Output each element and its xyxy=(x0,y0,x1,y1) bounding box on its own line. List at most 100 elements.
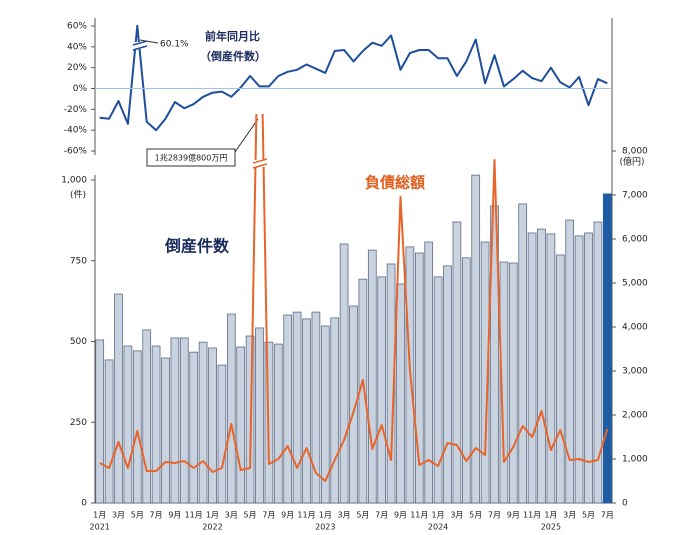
y2-tick-label: 6,000 xyxy=(622,235,648,245)
x-tick-label: 7月 xyxy=(601,511,614,520)
x-tick-label: 9月 xyxy=(507,511,520,520)
bar xyxy=(424,241,434,504)
bar-series-label: 倒産件数 xyxy=(164,237,230,256)
y-tick-label: 0 xyxy=(81,499,87,509)
x-tick-label: 7月 xyxy=(262,511,275,520)
x-tick-label: 7月 xyxy=(488,511,501,520)
bar xyxy=(602,193,612,504)
year-label: 2023 xyxy=(315,523,335,532)
x-tick-label: 11月 xyxy=(410,511,428,520)
bar xyxy=(311,311,321,504)
bar xyxy=(179,337,189,504)
y-tick-label: 40% xyxy=(67,42,87,52)
bar xyxy=(142,329,152,504)
x-tick-label: 7月 xyxy=(150,511,163,520)
y2-tick-label: 1,000 xyxy=(622,455,648,465)
bar xyxy=(255,327,264,504)
y2-unit: (億円) xyxy=(619,156,644,168)
y2-tick-label: 2,000 xyxy=(622,411,648,421)
year-label: 2021 xyxy=(90,523,110,532)
top-subtitle: （倒産件数） xyxy=(200,49,266,63)
x-tick-label: 5月 xyxy=(469,511,482,520)
y-tick-label: 750 xyxy=(70,256,87,266)
bar xyxy=(367,249,377,504)
y2-tick-label: 7,000 xyxy=(622,191,648,201)
x-tick-label: 1月 xyxy=(206,511,219,520)
x-tick-label: 3月 xyxy=(563,511,576,520)
bar xyxy=(565,219,575,504)
x-tick-label: 11月 xyxy=(185,511,203,520)
value-label: 60.1% xyxy=(160,40,189,50)
x-tick-label: 3月 xyxy=(450,511,463,520)
bar xyxy=(283,314,293,504)
y2-tick-label: 4,000 xyxy=(622,323,648,333)
bar xyxy=(452,221,462,504)
y2-tick-label: 0 xyxy=(622,499,628,509)
bar xyxy=(95,339,105,504)
x-tick-label: 3月 xyxy=(112,511,125,520)
line-series xyxy=(99,114,609,482)
bar xyxy=(499,261,509,504)
bar xyxy=(537,228,546,504)
x-tick-label: 9月 xyxy=(394,511,407,520)
bar xyxy=(527,232,537,504)
x-tick-label: 3月 xyxy=(338,511,351,520)
y2-tick-label: 5,000 xyxy=(622,279,648,289)
bar xyxy=(349,305,358,504)
bar xyxy=(386,263,396,504)
x-tick-label: 11月 xyxy=(297,511,315,520)
bar xyxy=(114,293,123,504)
x-tick-label: 1月 xyxy=(93,511,106,520)
bar xyxy=(443,265,452,504)
x-tick-label: 5月 xyxy=(244,511,257,520)
bar xyxy=(320,325,330,504)
x-tick-label: 11月 xyxy=(523,511,541,520)
bar xyxy=(161,357,170,504)
x-tick-label: 9月 xyxy=(168,511,181,520)
bar xyxy=(339,243,349,504)
bar xyxy=(273,343,283,504)
y-unit: (件) xyxy=(70,189,86,201)
annotation-leader xyxy=(139,39,159,44)
line-series-label: 負債総額 xyxy=(365,174,425,192)
x-tick-label: 1月 xyxy=(544,511,557,520)
bar xyxy=(208,347,217,504)
bar xyxy=(236,346,246,504)
y-tick-label: -60% xyxy=(64,147,88,157)
break-mark xyxy=(252,158,268,169)
year-label: 2025 xyxy=(541,523,561,532)
bar xyxy=(414,252,424,504)
bar xyxy=(584,232,593,504)
y-tick-label: 20% xyxy=(67,63,87,73)
y-tick-label: 250 xyxy=(70,418,87,428)
bar xyxy=(480,241,490,504)
bar xyxy=(302,318,311,504)
y-tick-label: 500 xyxy=(70,337,87,347)
annotation-leader xyxy=(234,118,259,153)
top-title: 前年同月比 xyxy=(205,29,260,43)
bar xyxy=(546,233,556,504)
bar xyxy=(518,203,528,504)
bar xyxy=(593,221,603,504)
bar xyxy=(292,311,302,504)
bar xyxy=(104,359,114,504)
x-tick-label: 1月 xyxy=(319,511,332,520)
x-tick-label: 9月 xyxy=(281,511,294,520)
bar xyxy=(198,341,208,504)
year-label: 2024 xyxy=(428,523,448,532)
line-series xyxy=(99,24,608,132)
bar xyxy=(123,345,133,504)
bar xyxy=(433,276,443,504)
y-tick-label: -20% xyxy=(64,105,88,115)
x-tick-label: 3月 xyxy=(225,511,238,520)
y-tick-label: 0% xyxy=(73,84,88,94)
bar xyxy=(189,351,199,504)
bar xyxy=(396,283,405,504)
annotation-box xyxy=(146,148,236,167)
x-tick-label: 5月 xyxy=(582,511,595,520)
bar xyxy=(151,345,161,504)
bar xyxy=(377,276,387,504)
bar xyxy=(330,317,340,504)
y2-tick-label: 8,000 xyxy=(622,147,648,157)
break-mark xyxy=(132,40,148,51)
